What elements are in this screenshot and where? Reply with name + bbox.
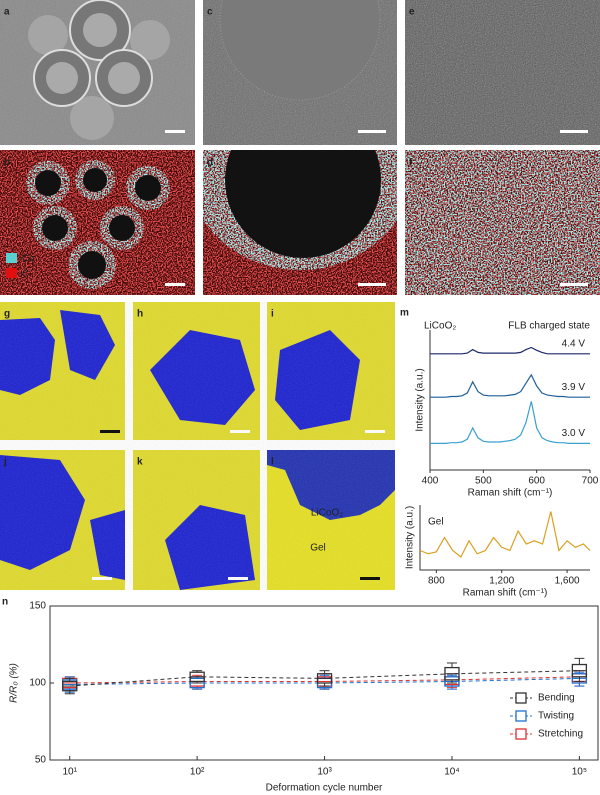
panel-label: e: [409, 7, 415, 18]
x-tick-label: 400: [422, 476, 439, 487]
x-tick-label: 600: [528, 476, 545, 487]
x-tick-label: 500: [475, 476, 492, 487]
x-tick-label: 10⁵: [572, 767, 587, 778]
image-label: LiCoO₂: [311, 508, 343, 519]
x-tick-label: 10²: [190, 767, 205, 778]
x-tick-label: 10¹: [63, 767, 78, 778]
panel-label: m: [400, 308, 409, 319]
panel-label: k: [137, 457, 143, 468]
y-tick-label: 100: [29, 678, 46, 689]
axis-line: [429, 330, 590, 471]
legend-label: Twisting: [538, 711, 574, 722]
legend-label: Co: [22, 254, 35, 265]
panel-label: n: [2, 597, 8, 608]
sem-image-a: [0, 0, 195, 145]
scale-bar: [560, 130, 588, 133]
x-tick-label: 700: [582, 476, 599, 487]
x-tick-label: 10³: [317, 767, 332, 778]
panel-label: c: [207, 7, 213, 18]
panel-label: b: [4, 158, 10, 169]
eds-map-d: [203, 150, 397, 295]
spectrum-line: [430, 401, 590, 444]
y-axis-label: Intensity (a.u.): [415, 368, 426, 431]
panel-label: j: [3, 457, 7, 468]
x-axis-label: Raman shift (cm⁻¹): [468, 488, 553, 499]
x-tick-label: 10⁴: [444, 767, 459, 778]
sem-texture: [405, 0, 600, 145]
y-tick-label: 150: [29, 601, 46, 612]
series-label: 3.0 V: [562, 428, 586, 439]
panel-label: f: [409, 158, 413, 169]
x-tick-label: 1,200: [489, 576, 514, 587]
annotation: FLB charged state: [508, 321, 590, 332]
sem-image-c: [203, 0, 397, 145]
panel-label: i: [271, 309, 274, 320]
panel-label: l: [271, 457, 274, 468]
y-axis-label: Intensity (a.u.): [405, 506, 416, 569]
x-axis-label: Raman shift (cm⁻¹): [463, 588, 548, 599]
image-label: Gel: [310, 543, 326, 554]
y-tick-label: 50: [35, 755, 47, 766]
eds-map-b: [0, 150, 195, 295]
spectrum-line: [419, 511, 591, 558]
eds-map-f: [405, 150, 600, 295]
series-label: 4.4 V: [562, 338, 586, 349]
axis-line: [419, 505, 590, 571]
series-label: Gel: [428, 517, 444, 528]
x-axis-label: Deformation cycle number: [266, 783, 383, 794]
legend-label: Bending: [538, 693, 575, 704]
legend-label: Stretching: [538, 729, 583, 740]
y-axis-label: R/R₀ (%): [9, 663, 20, 703]
panel-label: d: [207, 158, 213, 169]
raman-maps: [0, 302, 395, 590]
spectrum-line: [430, 346, 590, 355]
legend-swatch: [515, 710, 527, 722]
panel-label: a: [4, 7, 10, 18]
legend-swatch: [515, 728, 527, 740]
legend-swatch: [515, 692, 527, 704]
legend-label: C: [22, 269, 29, 280]
panel-label: g: [4, 309, 10, 320]
series-label: 3.9 V: [562, 382, 586, 393]
x-tick-label: 800: [428, 576, 445, 587]
panel-label: h: [137, 309, 143, 320]
annotation: LiCoO₂: [424, 321, 456, 332]
x-tick-label: 1,600: [555, 576, 580, 587]
spectrum-line: [430, 373, 590, 398]
